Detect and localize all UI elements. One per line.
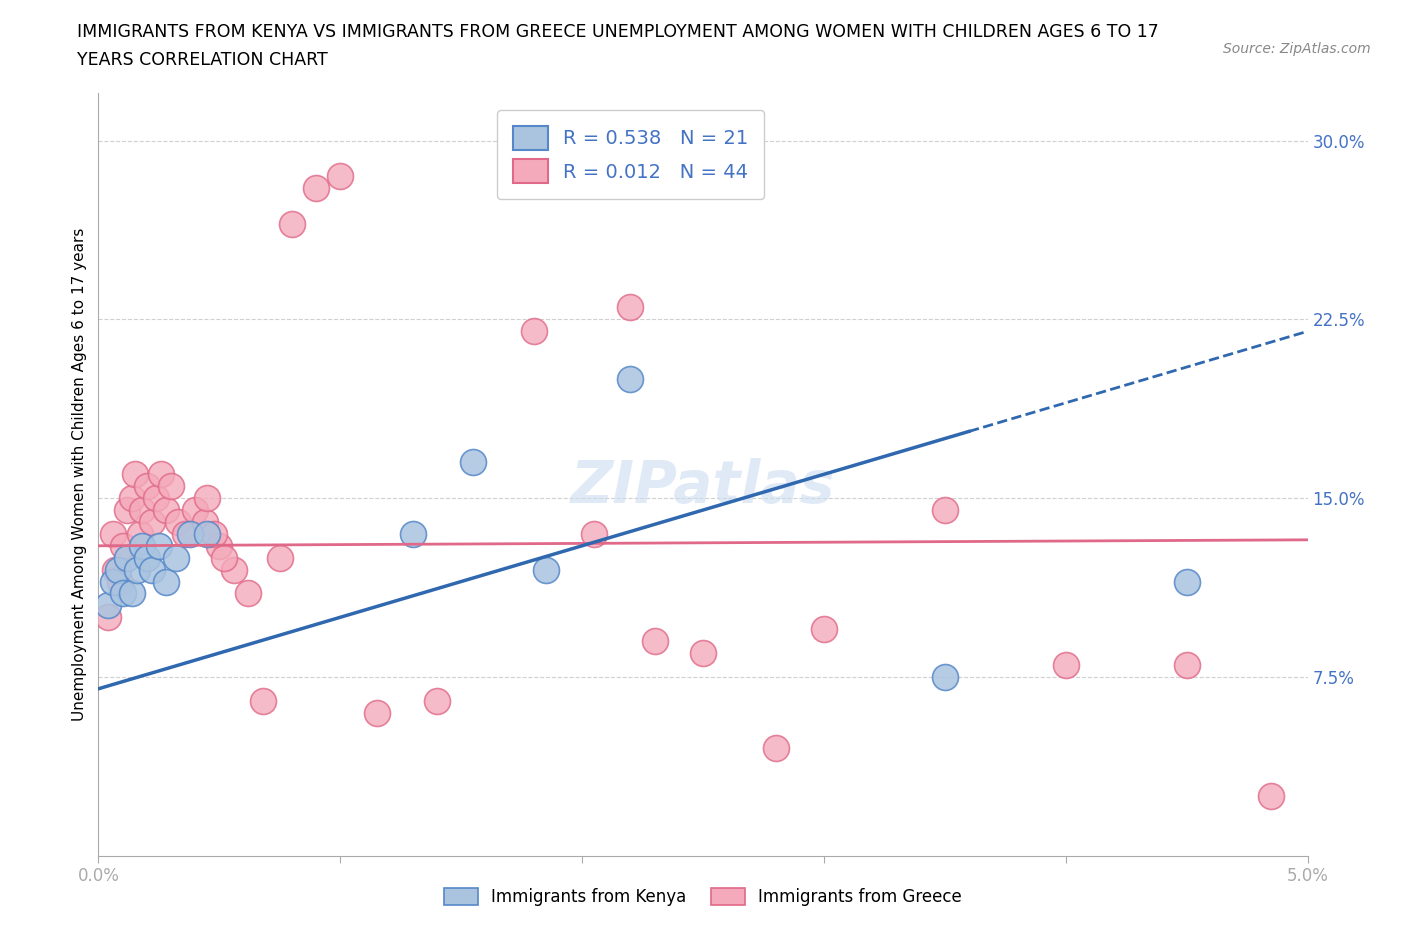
- Point: [195, 491, 218, 506]
- Point: [208, 538, 231, 553]
- Y-axis label: Unemployment Among Women with Children Ages 6 to 17 years: Unemployment Among Women with Children A…: [72, 228, 87, 721]
- Point: [141, 514, 163, 529]
- Point: [108, 574, 131, 589]
- Point: [204, 526, 226, 541]
- Point: [366, 705, 388, 720]
- Point: [165, 551, 187, 565]
- Point: [212, 551, 235, 565]
- Point: [305, 181, 328, 196]
- Legend: Immigrants from Kenya, Immigrants from Greece: Immigrants from Kenya, Immigrants from G…: [437, 881, 969, 912]
- Point: [97, 610, 120, 625]
- Point: [619, 300, 641, 315]
- Point: [765, 741, 787, 756]
- Text: IMMIGRANTS FROM KENYA VS IMMIGRANTS FROM GREECE UNEMPLOYMENT AMONG WOMEN WITH CH: IMMIGRANTS FROM KENYA VS IMMIGRANTS FROM…: [77, 23, 1159, 41]
- Point: [148, 538, 170, 553]
- Point: [195, 526, 218, 541]
- Point: [269, 551, 291, 565]
- Point: [644, 633, 666, 648]
- Point: [463, 455, 485, 470]
- Point: [131, 538, 153, 553]
- Legend: R = 0.538   N = 21, R = 0.012   N = 44: R = 0.538 N = 21, R = 0.012 N = 44: [496, 111, 763, 199]
- Point: [194, 514, 217, 529]
- Point: [426, 693, 449, 708]
- Point: [124, 467, 146, 482]
- Point: [934, 502, 956, 517]
- Point: [117, 551, 139, 565]
- Point: [97, 598, 120, 613]
- Point: [155, 502, 177, 517]
- Point: [155, 574, 177, 589]
- Point: [934, 670, 956, 684]
- Point: [813, 622, 835, 637]
- Text: Source: ZipAtlas.com: Source: ZipAtlas.com: [1223, 42, 1371, 56]
- Point: [145, 491, 167, 506]
- Point: [179, 526, 201, 541]
- Point: [1054, 658, 1077, 672]
- Point: [619, 371, 641, 387]
- Point: [1260, 789, 1282, 804]
- Point: [111, 586, 134, 601]
- Point: [167, 514, 190, 529]
- Point: [111, 538, 134, 553]
- Point: [583, 526, 606, 541]
- Point: [281, 217, 304, 232]
- Point: [1175, 658, 1198, 672]
- Point: [117, 502, 139, 517]
- Point: [184, 502, 207, 517]
- Point: [174, 526, 197, 541]
- Point: [238, 586, 260, 601]
- Point: [127, 562, 149, 577]
- Point: [135, 551, 157, 565]
- Point: [523, 324, 546, 339]
- Point: [534, 562, 557, 577]
- Point: [128, 526, 150, 541]
- Point: [252, 693, 274, 708]
- Text: YEARS CORRELATION CHART: YEARS CORRELATION CHART: [77, 51, 328, 69]
- Point: [121, 491, 143, 506]
- Point: [150, 467, 173, 482]
- Point: [692, 645, 714, 660]
- Point: [101, 574, 124, 589]
- Point: [402, 526, 425, 541]
- Point: [141, 562, 163, 577]
- Point: [107, 562, 129, 577]
- Point: [104, 562, 127, 577]
- Text: ZIPatlas: ZIPatlas: [571, 458, 835, 514]
- Point: [131, 502, 153, 517]
- Point: [1175, 574, 1198, 589]
- Point: [222, 562, 245, 577]
- Point: [135, 479, 157, 494]
- Point: [329, 169, 352, 184]
- Point: [101, 526, 124, 541]
- Point: [121, 586, 143, 601]
- Point: [160, 479, 183, 494]
